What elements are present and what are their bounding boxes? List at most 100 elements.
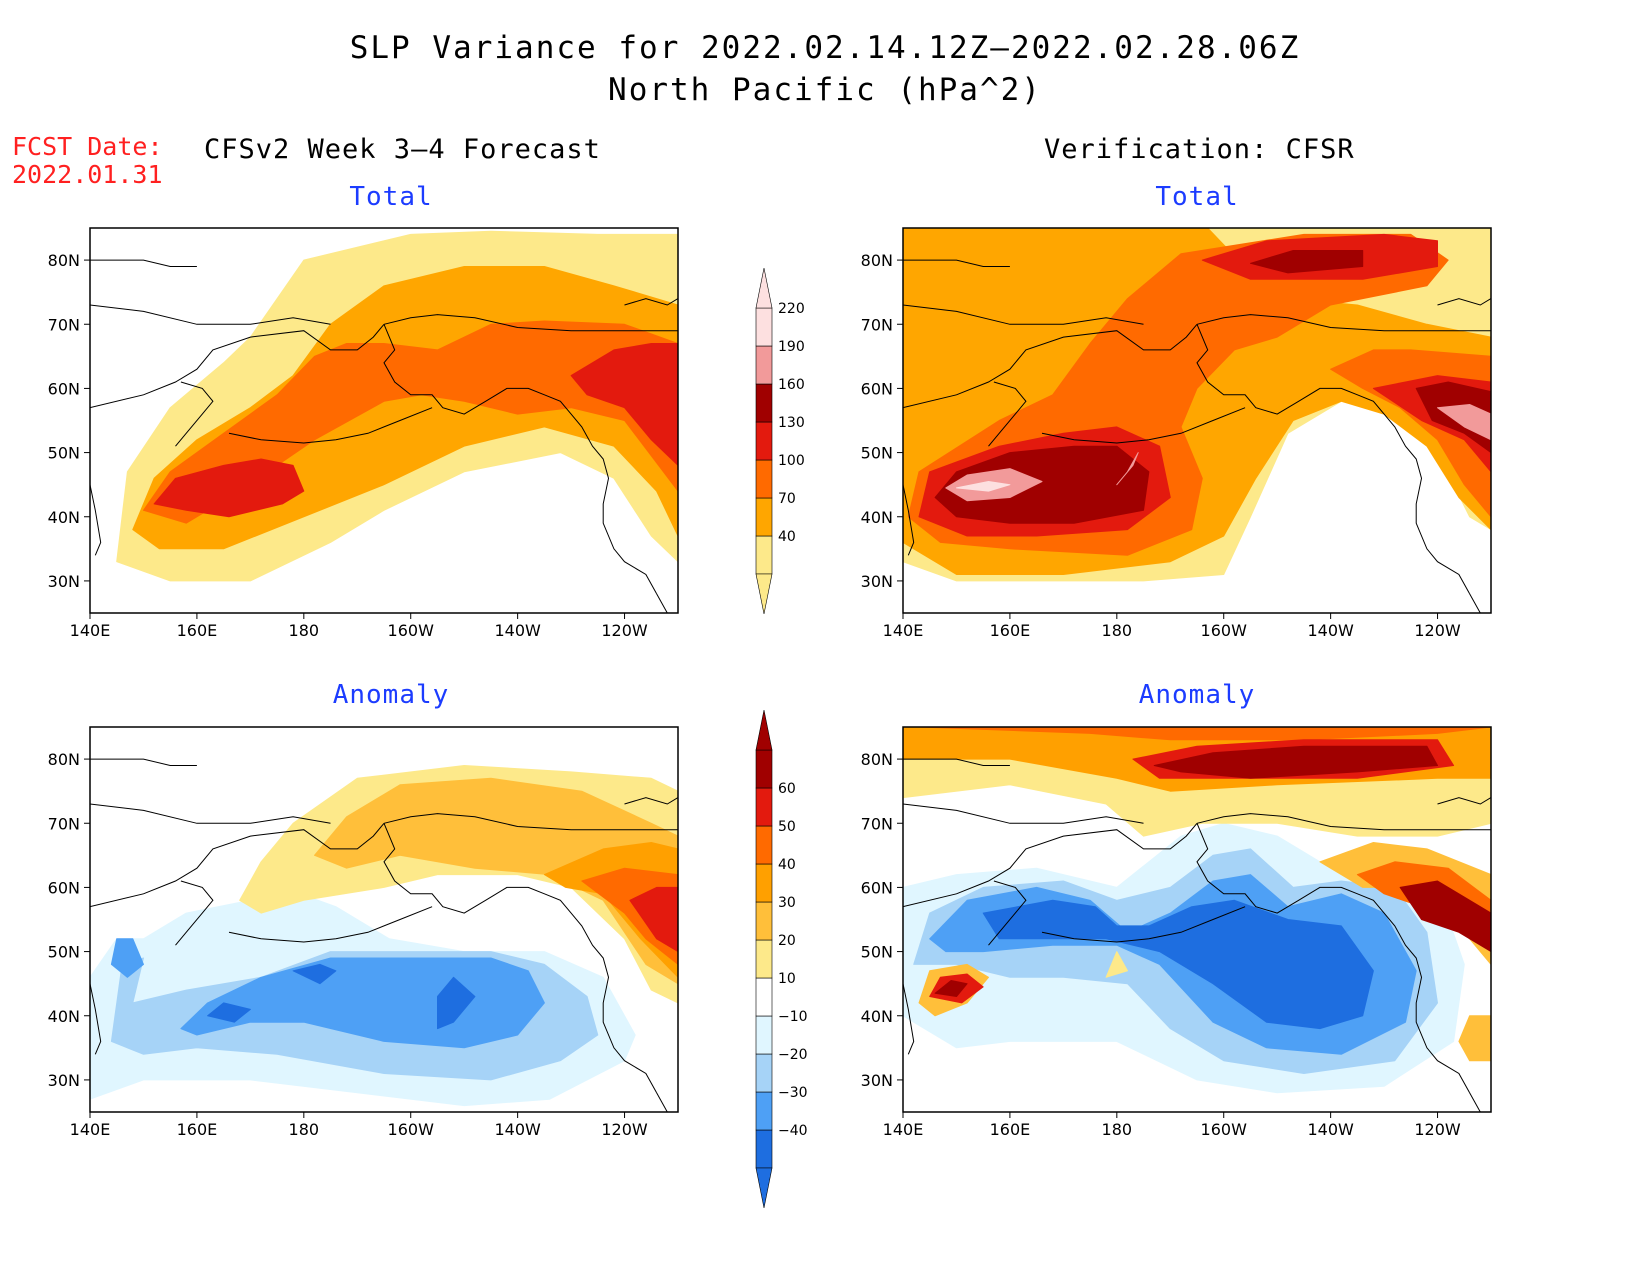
contour-fill [1250,250,1364,274]
verification-anomaly-map-panel: 140E 160E 180 160W 140W 120W 30N 40N 50N 60N 70N 80… [861,726,1492,1139]
forecast-column-header: CFSv2 Week 3–4 Forecast [204,134,601,165]
coastline [656,1092,678,1112]
y-tick-label: 40N [48,508,80,527]
y-tick-label: 60N [861,379,893,398]
forecast-anomaly-subtitle: Anomaly [332,680,450,710]
coastline [1196,813,1491,831]
contour-fill [110,938,144,978]
forecast-anomaly-map-panel: 140E 160E 180 160W 140W 120W 30N 40N 50N 60N 70N 80… [48,726,679,1139]
x-tick-label: 160E [990,1120,1031,1139]
x-tick-label: 160W [1201,1120,1248,1139]
coastline [90,304,331,325]
x-tick-label: 140E [70,1120,111,1139]
contour-fill [956,481,1011,492]
contour-fill [1105,951,1128,978]
coastline [624,797,678,805]
coastline [903,259,1010,267]
colorbar-label: 100 [778,453,805,469]
coastline [988,880,1027,946]
x-tick-label: 120W [1414,621,1461,640]
colorbar-swatch [755,497,773,537]
colorbar-swatch [755,535,773,575]
x-tick-label: 160W [1201,621,1248,640]
y-tick-label: 50N [861,943,893,962]
figure-title-line2: North Pacific (hPa^2) [608,72,1042,108]
coastline [175,880,214,946]
colorbar-label: 50 [778,819,796,835]
colorbar-swatch [755,749,773,789]
contour-fill [1116,452,1139,486]
y-tick-label: 80N [48,750,80,769]
panel-frame [89,227,679,614]
colorbar-label: 130 [778,415,805,431]
x-tick-label: 140E [883,621,924,640]
coastline [383,813,678,831]
colorbar-swatch [755,421,773,461]
x-tick-label: 180 [289,1120,320,1139]
colorbar-swatch [755,1015,773,1055]
y-tick-label: 30N [48,572,80,591]
coastline [903,803,1144,824]
contour-fill [934,980,968,997]
coastline [90,803,331,824]
colorbar-label: −30 [778,1085,808,1101]
y-tick-label: 70N [48,814,80,833]
y-tick-label: 30N [48,1071,80,1090]
contour-fill [153,458,305,518]
x-tick-label: 140E [70,621,111,640]
contour-fill [292,963,337,985]
colorbar-label: 40 [778,857,796,873]
verification-column-header: Verification: CFSR [1044,134,1355,165]
verification-total-subtitle: Total [1155,182,1239,212]
x-tick-label: 160W [388,621,435,640]
x-tick-label: 140W [1307,621,1354,640]
coastline [1437,298,1491,306]
colorbar-label: 40 [778,529,796,545]
y-tick-label: 50N [48,444,80,463]
colorbar-label: 20 [778,933,796,949]
colorbar-swatch [755,863,773,903]
contour-fill [570,343,678,466]
colorbar-swatch [755,1129,773,1169]
coastline [90,323,385,409]
contour-fill [982,899,1374,1030]
coastline [1196,823,1471,1094]
contour-fill [629,886,678,953]
coastline [383,324,658,595]
colorbar-label: 160 [778,377,805,393]
forecast-total-map-panel: 140E 160E 180 160W 140W 120W 30N 40N 50N 60N 70N 80… [48,227,679,640]
coastline [1196,314,1491,332]
colorbar-label: 190 [778,339,805,355]
x-tick-label: 160E [990,621,1031,640]
colorbar-label: 30 [778,895,796,911]
coastline [903,983,915,1055]
coastline [903,758,1010,766]
contour-fill [1153,745,1438,779]
coastline [656,593,678,613]
x-tick-label: 120W [601,1120,648,1139]
contour-fill [1399,880,1491,953]
coastline [90,259,197,267]
y-tick-label: 40N [48,1007,80,1026]
forecast-total-subtitle: Total [349,182,433,212]
coastline [90,484,102,556]
y-tick-label: 70N [48,315,80,334]
colorbar-extend-high [755,709,773,751]
colorbar-swatch [755,1091,773,1131]
contour-fill [1458,1015,1491,1062]
y-tick-label: 60N [48,379,80,398]
fcst-date-value: 2022.01.31 [12,160,163,189]
x-tick-label: 180 [1102,1120,1133,1139]
colorbar-label: 60 [778,781,796,797]
coastline [903,323,1198,409]
colorbar-label: 10 [778,971,796,987]
contour-fill [437,976,476,1030]
y-tick-label: 50N [861,444,893,463]
figure-title-line1: SLP Variance for 2022.02.14.12Z–2022.02.… [349,30,1301,66]
contour-fill [207,1002,251,1023]
coastline [903,304,1144,325]
panel-frame [902,227,1492,614]
panel-frame [89,726,679,1113]
y-tick-label: 70N [861,315,893,334]
coastline [903,484,915,556]
